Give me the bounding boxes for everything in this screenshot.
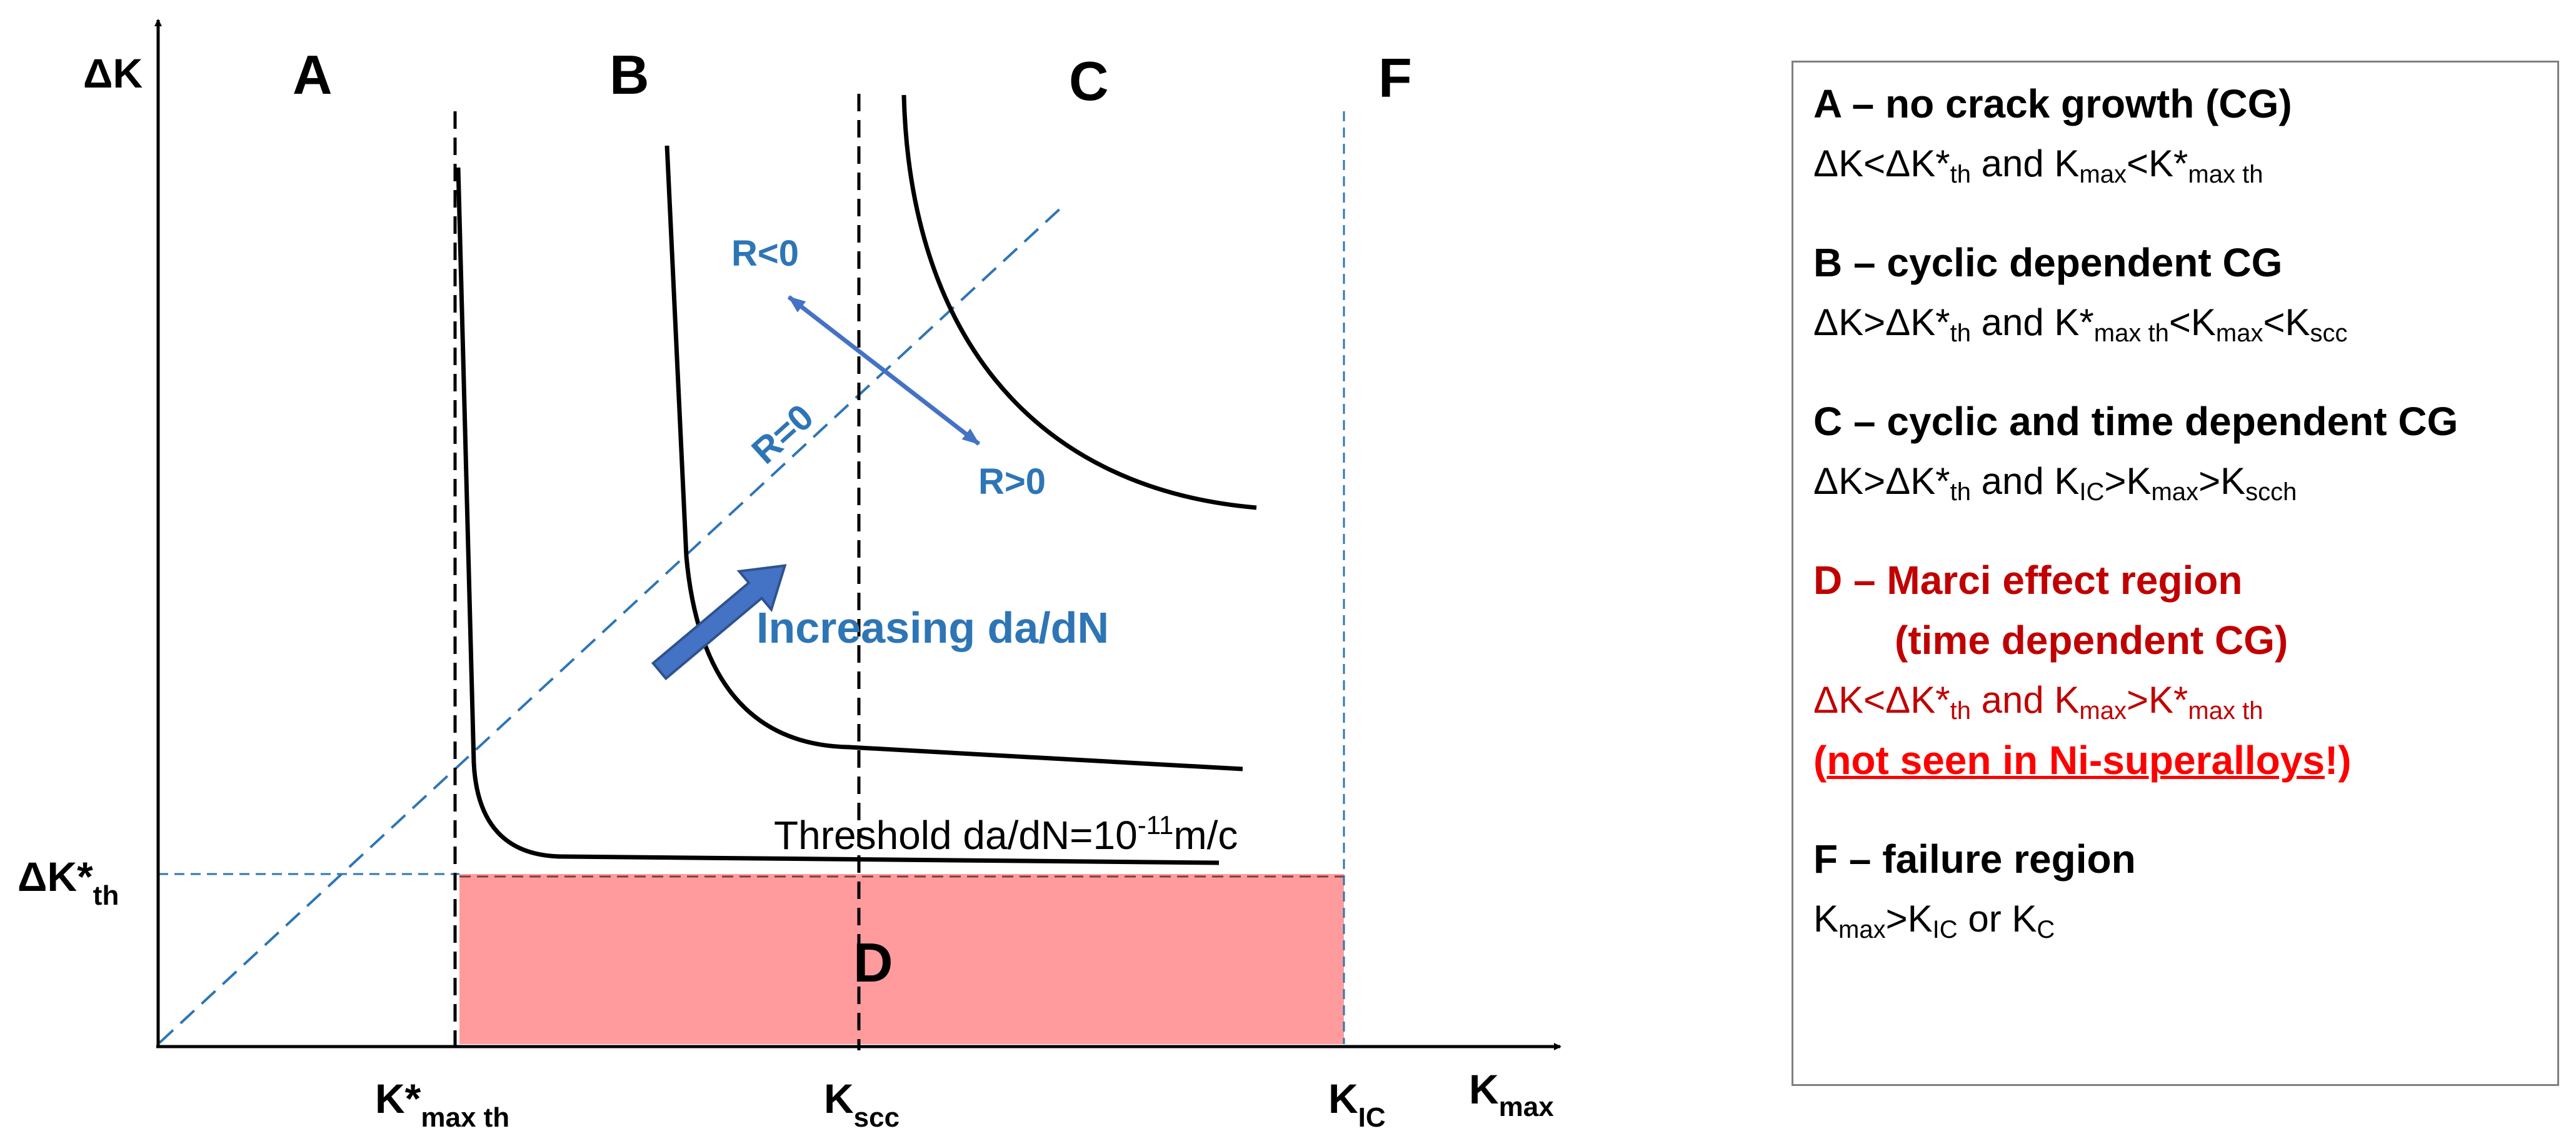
- x-axis-label: Kmax: [1469, 1066, 1554, 1122]
- legend-d-condition: ΔK<ΔK*th and Kmax>K*max th: [1813, 670, 2538, 730]
- legend-entry-d: D – Marci effect region (time dependent …: [1813, 550, 2538, 790]
- legend-a-condition: ΔK<ΔK*th and Kmax<K*max th: [1813, 134, 2538, 194]
- legend-entry-a: A – no crack growth (CG) ΔK<ΔK*th and Km…: [1813, 74, 2538, 194]
- legend-f-condition: Kmax>KIC or KC: [1813, 889, 2538, 949]
- condition-text: >K: [1885, 898, 1933, 940]
- legend-entry-b: B – cyclic dependent CG ΔK>ΔK*th and K*m…: [1813, 233, 2538, 353]
- tick-kmax-th-main: K*: [375, 1075, 421, 1122]
- legend-d-note: (not seen in Ni-superalloys!): [1813, 730, 2538, 790]
- region-label-c: C: [1069, 50, 1109, 112]
- legend-entry-c: C – cyclic and time dependent CG ΔK>ΔK*t…: [1813, 391, 2538, 511]
- condition-subscript: max: [2151, 478, 2199, 506]
- delta-k-threshold-main: ΔK*: [18, 853, 93, 900]
- condition-subscript: scc: [2310, 319, 2348, 347]
- condition-text: >K: [2104, 460, 2152, 502]
- region-label-b: B: [609, 44, 649, 106]
- tick-kic-main: K: [1328, 1075, 1358, 1122]
- r-direction-arrow: [787, 295, 981, 446]
- condition-subscript: th: [1950, 697, 1971, 725]
- condition-text: <K*: [2127, 143, 2188, 184]
- condition-subscript: max: [2215, 319, 2263, 347]
- legend-d-title: D – Marci effect region: [1813, 558, 2243, 603]
- condition-text: ΔK>ΔK*: [1813, 460, 1950, 502]
- condition-subscript: max: [2079, 697, 2127, 725]
- threshold-text: Threshold da/dN=10: [774, 813, 1138, 858]
- condition-text: or K: [1957, 898, 2037, 940]
- condition-subscript: C: [2037, 916, 2055, 943]
- r-zero-label: R=0: [744, 396, 821, 472]
- condition-text: ΔK<ΔK*: [1813, 679, 1950, 721]
- condition-text: <K: [2263, 301, 2310, 343]
- legend-d-title-line2: (time dependent CG): [1895, 618, 2288, 663]
- legend-c-condition: ΔK>ΔK*th and KIC>Kmax>Kscch: [1813, 451, 2538, 511]
- region-label-f: F: [1378, 47, 1412, 109]
- condition-subscript: max: [1838, 916, 1886, 943]
- condition-subscript: IC: [1932, 916, 1958, 943]
- condition-subscript: max th: [2188, 161, 2263, 188]
- condition-subscript: max th: [2093, 319, 2169, 347]
- x-axis-label-main: K: [1469, 1066, 1499, 1112]
- r-positive-label: R>0: [978, 461, 1046, 502]
- threshold-exponent: -11: [1138, 810, 1174, 840]
- r-zero-line: [158, 205, 1064, 1044]
- condition-text: <K: [2168, 301, 2216, 343]
- condition-subscript: IC: [2079, 478, 2105, 506]
- d-region-area: [459, 874, 1344, 1044]
- legend-d-note-open: (: [1813, 738, 1827, 783]
- condition-text: ΔK>ΔK*: [1813, 301, 1950, 343]
- high-rate-curve: [901, 94, 1257, 510]
- condition-text: ΔK<ΔK*: [1813, 143, 1950, 184]
- tick-kscc: Kscc: [824, 1075, 900, 1133]
- legend-d-note-underlined: not seen in Ni-superalloys: [1827, 738, 2325, 783]
- condition-text: and K: [1970, 460, 2080, 502]
- legend-a-title: A – no crack growth (CG): [1813, 81, 2292, 126]
- legend-d-note-close: !): [2324, 738, 2352, 783]
- tick-kmax-th-sub: max th: [421, 1102, 509, 1133]
- region-label-a: A: [293, 44, 333, 106]
- legend-b-condition: ΔK>ΔK*th and K*max th<Kmax<Kscc: [1813, 293, 2538, 353]
- condition-text: >K*: [2127, 679, 2188, 721]
- tick-kic-sub: IC: [1358, 1102, 1386, 1133]
- condition-text: K: [1813, 898, 1839, 940]
- condition-subscript: th: [1950, 319, 1971, 347]
- legend-entry-f: F – failure region Kmax>KIC or KC: [1813, 829, 2538, 949]
- x-axis-label-sub: max: [1499, 1092, 1555, 1122]
- legend-c-title: C – cyclic and time dependent CG: [1813, 399, 2458, 444]
- tick-kmax-th: K*max th: [375, 1075, 509, 1133]
- increasing-rate-arrow: [651, 564, 787, 681]
- legend-box: A – no crack growth (CG) ΔK<ΔK*th and Km…: [1792, 61, 2559, 1086]
- legend-b-title: B – cyclic dependent CG: [1813, 240, 2283, 285]
- y-axis-label: ΔK: [83, 50, 143, 96]
- crack-growth-diagram: A B C F D ΔK ΔK*th Kmax K*max th Kscc KI…: [18, 19, 1561, 1133]
- legend-f-title: F – failure region: [1813, 837, 2136, 882]
- threshold-unit: m/c: [1173, 813, 1238, 858]
- condition-subscript: th: [1950, 161, 1971, 188]
- condition-subscript: max: [2079, 161, 2127, 188]
- delta-k-threshold-label: ΔK*th: [18, 853, 119, 911]
- region-label-d: D: [853, 932, 893, 993]
- tick-kic: KIC: [1328, 1075, 1386, 1133]
- tick-kscc-main: K: [824, 1075, 854, 1122]
- condition-text: and K*: [1970, 301, 2094, 343]
- threshold-curve: [456, 167, 1220, 865]
- condition-subscript: scch: [2245, 478, 2297, 506]
- condition-subscript: max th: [2188, 697, 2263, 725]
- condition-text: >K: [2198, 460, 2246, 502]
- mid-rate-curve: [664, 145, 1243, 772]
- delta-k-threshold-sub: th: [93, 880, 119, 911]
- condition-subscript: th: [1950, 478, 1971, 506]
- condition-text: and K: [1970, 679, 2080, 721]
- r-negative-label: R<0: [731, 233, 799, 274]
- tick-kscc-sub: scc: [854, 1102, 900, 1133]
- condition-text: and K: [1970, 143, 2080, 184]
- increasing-rate-label: Increasing da/dN: [756, 603, 1109, 652]
- threshold-label: Threshold da/dN=10-11m/c: [774, 810, 1238, 858]
